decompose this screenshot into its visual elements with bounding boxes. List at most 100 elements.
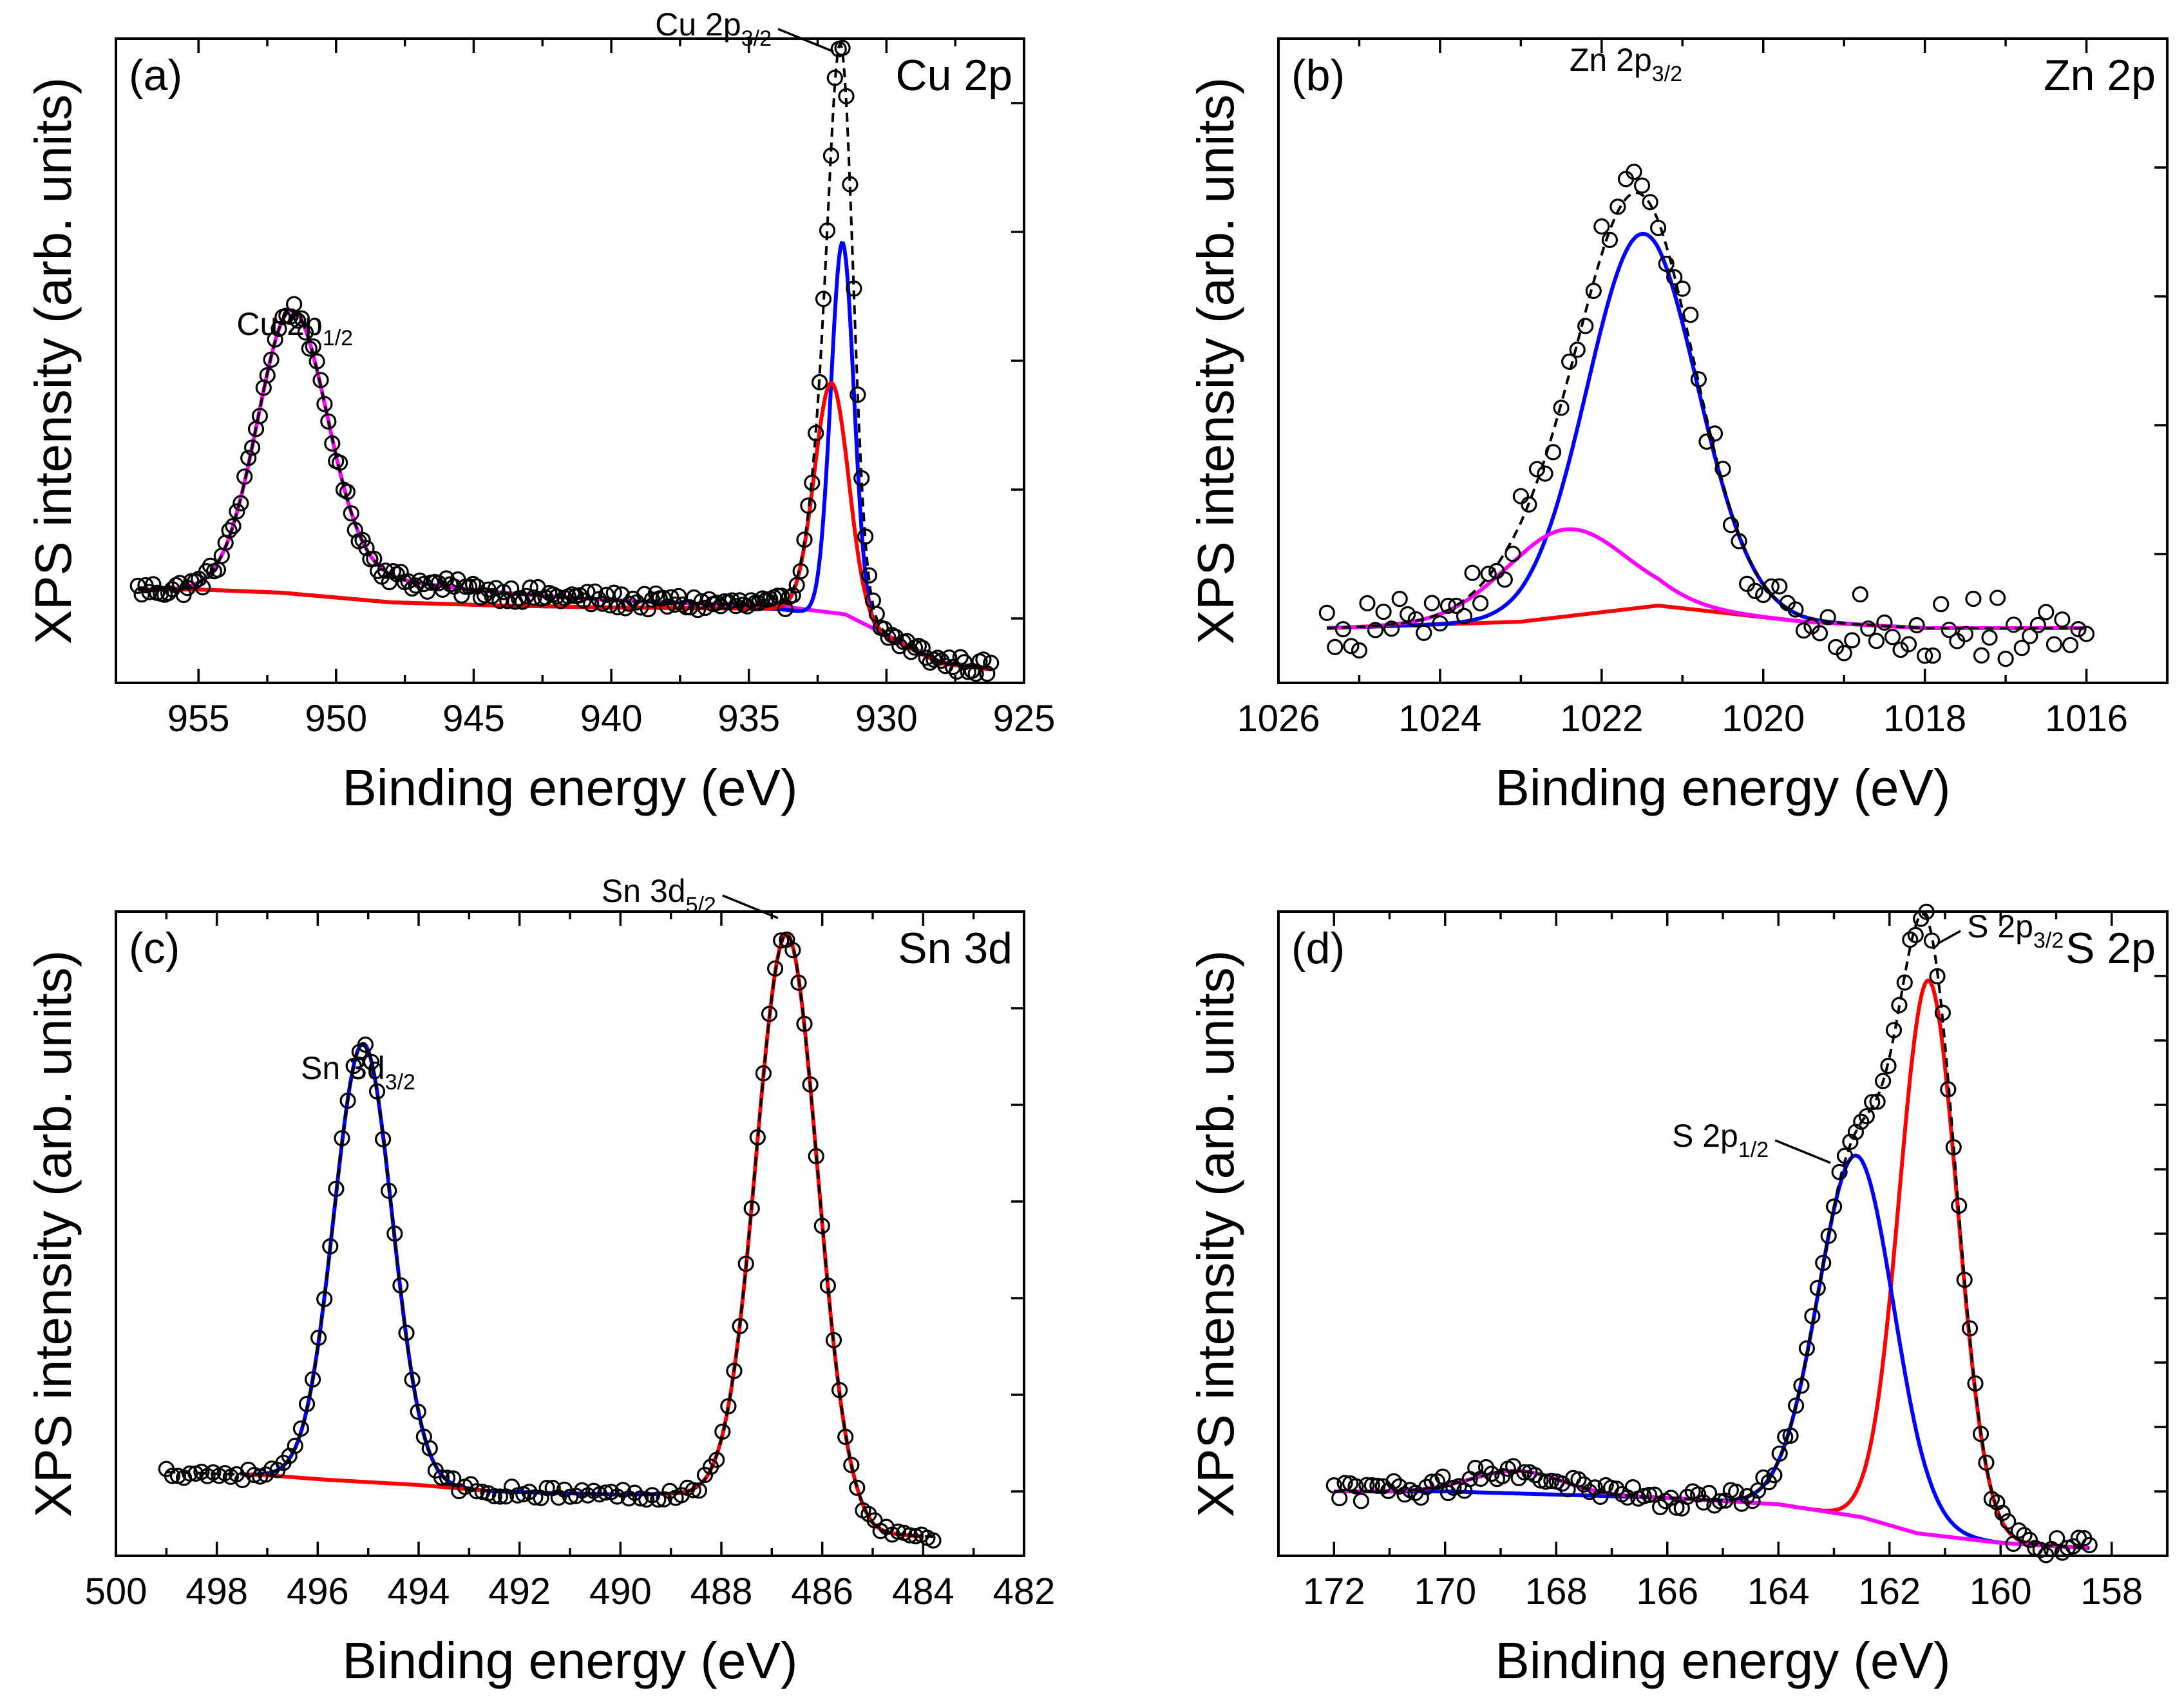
data-point [1997, 650, 2014, 667]
data-point [1929, 968, 1946, 985]
data-point [1864, 1094, 1881, 1111]
peak-annotation-main: Zn 2p [1570, 42, 1652, 78]
data-point [1690, 1486, 1707, 1503]
data-point [1994, 1504, 2011, 1521]
component-sn-3d5-2-fit [661, 932, 924, 1538]
x-axis-label: Binding energy (eV) [342, 759, 797, 816]
data-point [510, 590, 527, 607]
data-point [537, 589, 554, 606]
panel-b: 1026 1024 1022 1020 1018 1016 Binding energy (… [1187, 37, 2169, 816]
peak-annotation-sub: 3/2 [2033, 928, 2064, 953]
data-point [621, 595, 638, 612]
data-point [1396, 1486, 1413, 1503]
data-point [2010, 1522, 2027, 1539]
data-point [831, 1382, 848, 1399]
x-tick-label: 1026 [1237, 698, 1320, 740]
data-point [1383, 620, 1400, 637]
data-point [259, 367, 276, 384]
data-point [1826, 1198, 1843, 1215]
data-point [538, 1480, 555, 1497]
data-point [518, 588, 535, 604]
data-point [813, 1218, 830, 1234]
data-point [1858, 1107, 1875, 1125]
peak-annotation-main: S 2p [1967, 908, 2033, 944]
data-point [1766, 1467, 1783, 1484]
data-point [952, 649, 969, 665]
data-point [339, 1092, 356, 1109]
peak-annotation-main: Cu 2p [655, 6, 741, 43]
data-point [743, 592, 759, 609]
data-point [1488, 562, 1505, 580]
component-zn-2p3-2-shoulder [1327, 527, 2087, 630]
data-point [263, 351, 280, 368]
data-point [2070, 620, 2087, 638]
peak-annotation: Cu 2p1/2 [236, 306, 353, 350]
data-point [696, 1466, 714, 1484]
data-point [1569, 341, 1586, 358]
data-point [674, 596, 691, 613]
plot-frame [115, 37, 1025, 684]
peak-annotation-main: Cu 2p [236, 306, 322, 342]
x-axis-label: Binding energy (eV) [342, 1632, 797, 1689]
data-point [1666, 269, 1683, 285]
peak-annotation: S 2p3/2 [1967, 908, 2064, 953]
data-point [1880, 1057, 1897, 1075]
data-point [343, 505, 359, 522]
data-point [2078, 626, 2095, 642]
region-label: Zn 2p [2044, 51, 2156, 100]
x-tick-label: 945 [442, 698, 505, 740]
data-point [1940, 1081, 1957, 1098]
data-point [522, 579, 538, 596]
data-markers [158, 931, 942, 1549]
data-point [286, 296, 303, 312]
data-point [491, 592, 508, 609]
data-point [796, 531, 813, 548]
data-point [790, 974, 807, 991]
data-point [305, 1371, 321, 1388]
annotation-leader [777, 28, 834, 53]
x-tick-label: 486 [791, 1571, 853, 1613]
data-point [2000, 1513, 2017, 1530]
x-tick-label: 498 [185, 1571, 248, 1613]
data-point [1367, 622, 1384, 638]
data-point [357, 1036, 374, 1053]
data-point [1537, 465, 1553, 482]
data-point [685, 1482, 701, 1498]
data-point [1358, 1477, 1375, 1493]
data-point [714, 1423, 731, 1440]
data-point [377, 562, 394, 579]
data-point [412, 572, 428, 589]
data-point [1860, 620, 1877, 637]
data-point [316, 396, 333, 412]
data-point [825, 1332, 842, 1348]
data-point [626, 1484, 643, 1501]
x-tick-label: 496 [287, 1571, 349, 1613]
data-point [298, 1395, 316, 1412]
peak-annotation-sub: 3/2 [1652, 62, 1682, 86]
data-point [347, 521, 363, 539]
data-point [328, 1180, 345, 1197]
data-point [1400, 606, 1416, 623]
data-point [526, 589, 542, 606]
data-point [761, 1006, 778, 1022]
data-point [1891, 997, 1908, 1013]
data-point [843, 1457, 860, 1473]
panel-label: (a) [129, 51, 182, 100]
data-point [749, 1129, 766, 1145]
peak-annotation-sub: 3/2 [741, 26, 772, 51]
data-point [1432, 615, 1448, 632]
data-point [1809, 1279, 1826, 1297]
x-tick-label: 492 [488, 1571, 551, 1613]
data-point [2021, 1531, 2038, 1548]
data-point [1908, 617, 1925, 634]
data-point [1836, 1147, 1854, 1164]
data-point [1973, 647, 1990, 664]
data-point [659, 598, 676, 615]
data-point [1907, 926, 1924, 944]
data-point [2016, 1527, 2033, 1544]
data-point [468, 1483, 485, 1500]
panel-d: 172 170 168 166 164 162 160 158 Binding energy (… [1187, 903, 2169, 1689]
data-point [1450, 1478, 1467, 1495]
data-point [650, 1491, 667, 1508]
